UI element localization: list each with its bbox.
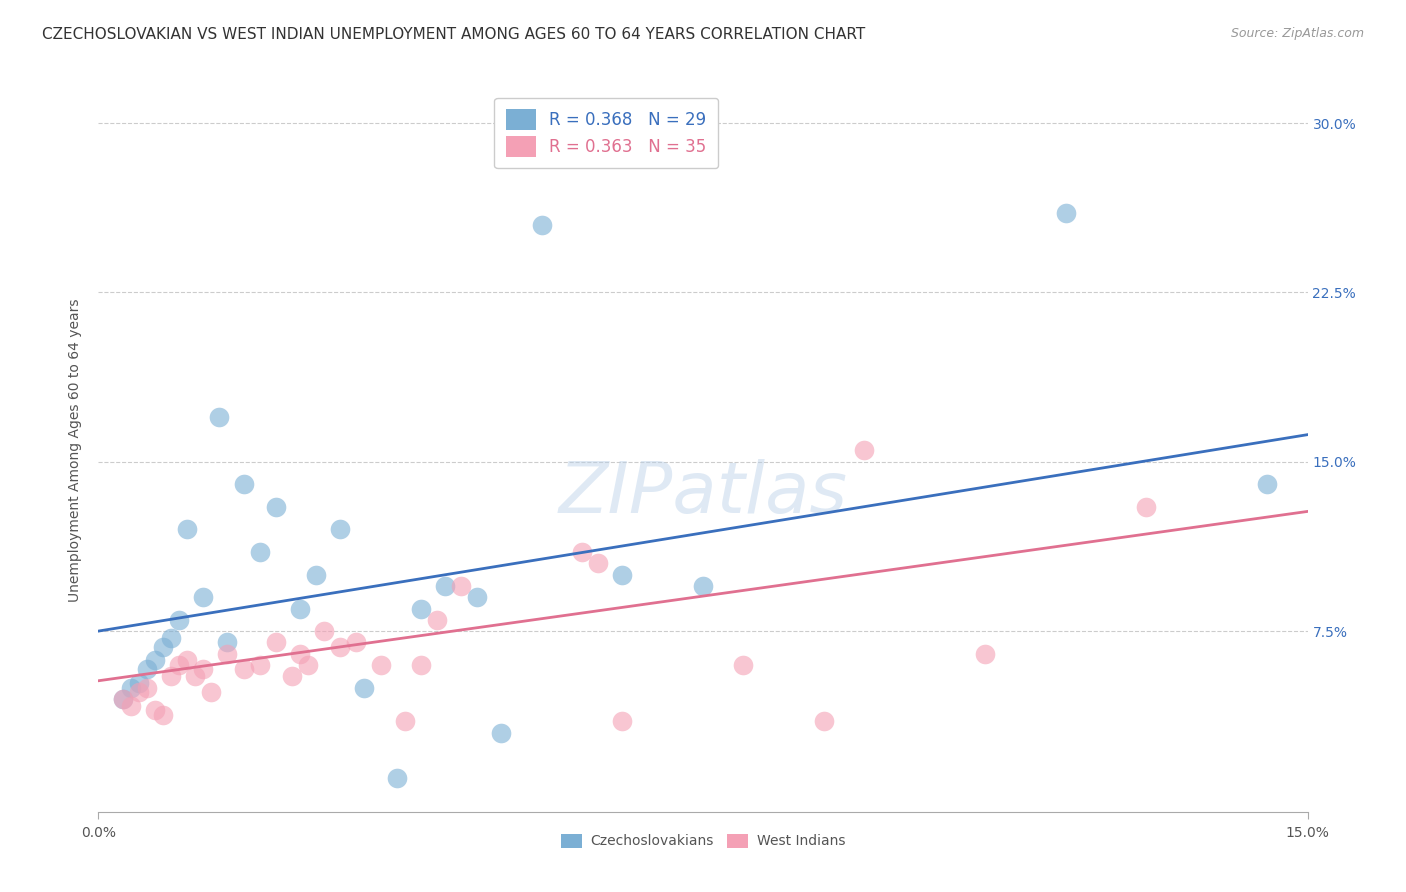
Point — [128, 676, 150, 690]
Point — [491, 725, 513, 739]
Point — [450, 579, 472, 593]
Text: CZECHOSLOVAKIAN VS WEST INDIAN UNEMPLOYMENT AMONG AGES 60 TO 64 YEARS CORRELATIO: CZECHOSLOVAKIAN VS WEST INDIAN UNEMPLOYM… — [42, 27, 866, 42]
Point — [152, 707, 174, 722]
Point — [409, 657, 432, 672]
Point — [1256, 477, 1278, 491]
Point — [249, 657, 271, 672]
Text: Source: ZipAtlas.com: Source: ZipAtlas.com — [1230, 27, 1364, 40]
Point — [160, 631, 183, 645]
Point — [152, 640, 174, 654]
Point — [232, 477, 254, 491]
Point — [370, 657, 392, 672]
Point — [288, 647, 311, 661]
Point — [176, 653, 198, 667]
Point — [264, 500, 287, 514]
Text: ZIPatlas: ZIPatlas — [558, 459, 848, 528]
Point — [281, 669, 304, 683]
Point — [176, 523, 198, 537]
Point — [120, 681, 142, 695]
Point — [193, 663, 215, 677]
Point — [853, 443, 876, 458]
Point — [530, 218, 553, 232]
Point — [217, 647, 239, 661]
Point — [1054, 206, 1077, 220]
Point — [329, 640, 352, 654]
Point — [329, 523, 352, 537]
Point — [612, 714, 634, 729]
Point — [111, 691, 134, 706]
Point — [974, 647, 997, 661]
Point — [434, 579, 457, 593]
Point — [143, 653, 166, 667]
Point — [184, 669, 207, 683]
Point — [249, 545, 271, 559]
Point — [297, 657, 319, 672]
Point — [409, 601, 432, 615]
Point — [733, 657, 755, 672]
Point — [135, 681, 157, 695]
Point — [465, 591, 488, 605]
Point — [143, 703, 166, 717]
Point — [167, 657, 190, 672]
Point — [571, 545, 593, 559]
Point — [288, 601, 311, 615]
Point — [217, 635, 239, 649]
Point — [314, 624, 336, 639]
Point — [128, 685, 150, 699]
Point — [264, 635, 287, 649]
Point — [692, 579, 714, 593]
Point — [167, 613, 190, 627]
Point — [586, 557, 609, 571]
Point — [160, 669, 183, 683]
Point — [612, 567, 634, 582]
Point — [353, 681, 375, 695]
Point — [193, 591, 215, 605]
Point — [305, 567, 328, 582]
Legend: Czechoslovakians, West Indians: Czechoslovakians, West Indians — [554, 827, 852, 855]
Y-axis label: Unemployment Among Ages 60 to 64 years: Unemployment Among Ages 60 to 64 years — [69, 299, 83, 602]
Point — [394, 714, 416, 729]
Point — [232, 663, 254, 677]
Point — [385, 771, 408, 785]
Point — [135, 663, 157, 677]
Point — [426, 613, 449, 627]
Point — [813, 714, 835, 729]
Point — [344, 635, 367, 649]
Point — [111, 691, 134, 706]
Point — [120, 698, 142, 713]
Point — [1135, 500, 1157, 514]
Point — [208, 409, 231, 424]
Point — [200, 685, 222, 699]
